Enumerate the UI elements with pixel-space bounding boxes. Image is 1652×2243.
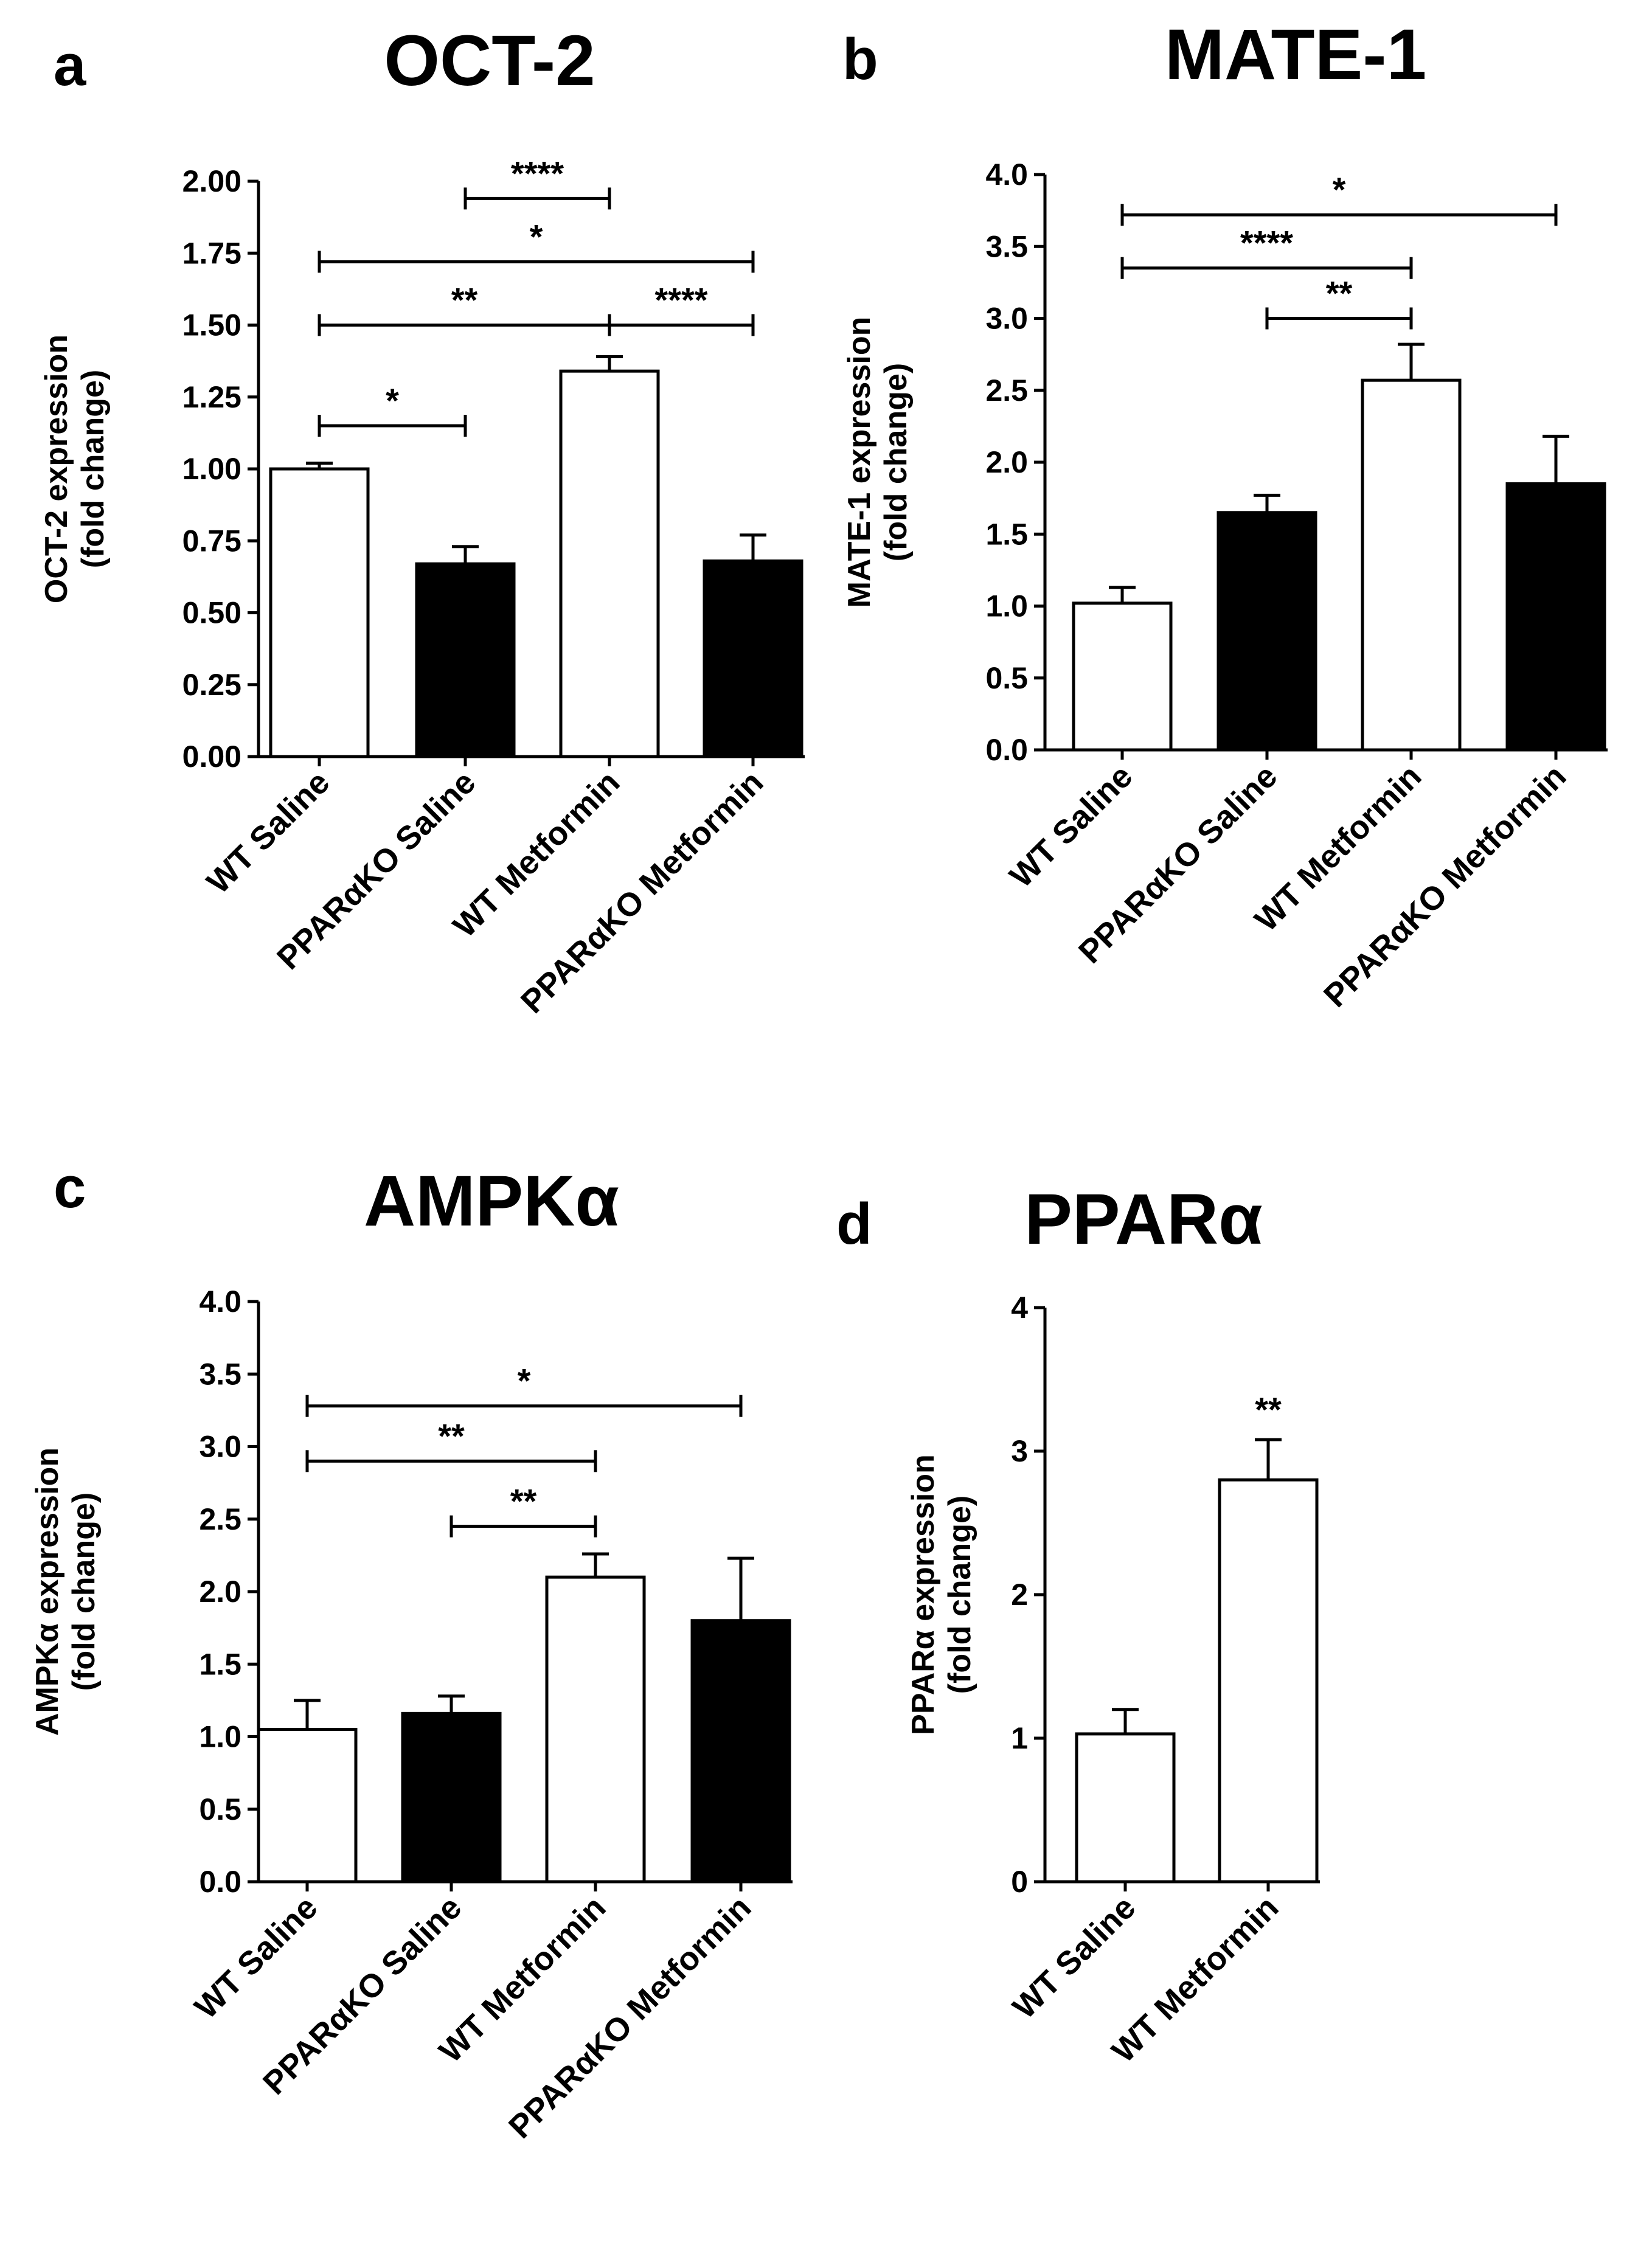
x-tick-label: PPARαKO Metformin bbox=[502, 1889, 758, 2146]
x-tick-label: PPARαKO Metformin bbox=[514, 764, 771, 1021]
y-axis-label-unit: (fold change) bbox=[66, 1492, 102, 1691]
y-axis-label-unit: (fold change) bbox=[942, 1496, 977, 1694]
y-tick-label: 0.5 bbox=[985, 661, 1028, 695]
bar bbox=[703, 559, 803, 758]
bar bbox=[1072, 601, 1173, 752]
bar bbox=[545, 1575, 646, 1884]
y-tick-label: 1.25 bbox=[182, 380, 241, 414]
significance-label: * bbox=[386, 381, 399, 420]
y-tick-label: 1.00 bbox=[182, 452, 241, 486]
y-tick-label: 2.00 bbox=[182, 164, 241, 198]
chart-title: OCT-2 bbox=[384, 21, 595, 101]
bar bbox=[1075, 1732, 1176, 1884]
significance-label: **** bbox=[511, 154, 564, 192]
bar bbox=[559, 369, 660, 758]
y-tick-label: 2.0 bbox=[199, 1575, 241, 1609]
y-axis-label: MATE-1 expression bbox=[842, 317, 877, 608]
bar bbox=[401, 1711, 502, 1884]
y-tick-label: 1 bbox=[1011, 1721, 1028, 1755]
y-tick-label: 0.50 bbox=[182, 596, 241, 630]
bar-significance-label: ** bbox=[1255, 1390, 1282, 1429]
y-tick-label: 0.5 bbox=[199, 1792, 241, 1826]
y-tick-label: 3.5 bbox=[199, 1357, 241, 1391]
chart-title: MATE-1 bbox=[1165, 15, 1426, 95]
bar bbox=[1216, 511, 1317, 752]
y-axis-label-unit: (fold change) bbox=[75, 370, 111, 568]
bar bbox=[690, 1619, 791, 1884]
bar bbox=[1361, 378, 1462, 752]
significance-label: ** bbox=[510, 1482, 537, 1520]
y-axis-label: AMPKα expression bbox=[30, 1447, 65, 1736]
panel-letter: c bbox=[54, 1155, 86, 1220]
panel-letter: b bbox=[842, 27, 878, 92]
x-tick-label: WT Saline bbox=[188, 1889, 325, 2026]
y-axis-label: OCT-2 expression bbox=[39, 335, 74, 603]
significance-label: ** bbox=[438, 1416, 465, 1455]
chart-title: AMPKα bbox=[364, 1161, 619, 1241]
y-tick-label: 3 bbox=[1011, 1434, 1028, 1468]
panel-letter: a bbox=[54, 33, 86, 98]
x-tick-label: WT Saline bbox=[1006, 1889, 1143, 2026]
y-tick-label: 4.0 bbox=[985, 158, 1028, 192]
bar bbox=[257, 1728, 358, 1884]
y-tick-label: 0.75 bbox=[182, 524, 241, 558]
y-axis-label-unit: (fold change) bbox=[878, 363, 914, 561]
y-tick-label: 0.25 bbox=[182, 668, 241, 702]
panel-c: c AMPKα 0.0 0.5 1.0 1.5 2.0 2.5 3.0 3.5 4.0 AMPKα e… bbox=[30, 1155, 793, 2146]
y-tick-label: 2.0 bbox=[985, 445, 1028, 479]
significance-label: ** bbox=[1326, 274, 1353, 313]
significance-label: * bbox=[1333, 170, 1346, 209]
y-tick-label: 0.0 bbox=[985, 733, 1028, 767]
chart-title: PPARα bbox=[1024, 1179, 1263, 1260]
y-tick-label: 4.0 bbox=[199, 1284, 241, 1319]
x-tick-label: WT Saline bbox=[200, 764, 337, 901]
y-tick-label: 1.50 bbox=[182, 308, 241, 342]
significance-label: * bbox=[530, 217, 543, 255]
significance-label: **** bbox=[654, 281, 707, 319]
panel-d: d PPARα 0 1 2 3 4 PPARα expression (fold change)… bbox=[836, 1179, 1320, 2070]
significance-label: ** bbox=[451, 281, 478, 319]
y-tick-label: 0.0 bbox=[199, 1865, 241, 1899]
y-tick-label: 0 bbox=[1011, 1865, 1028, 1899]
x-tick-label: WT Saline bbox=[1003, 758, 1140, 895]
panel-a: a OCT-2 0.00 0.25 0.50 0.75 1.00 1.25 1.50 1.75 2.… bbox=[39, 21, 805, 1021]
significance-label: * bbox=[518, 1362, 531, 1400]
y-tick-label: 2.5 bbox=[199, 1502, 241, 1536]
y-tick-label: 3.0 bbox=[199, 1430, 241, 1464]
y-tick-label: 1.0 bbox=[985, 589, 1028, 623]
y-tick-label: 1.0 bbox=[199, 1720, 241, 1754]
y-tick-label: 2.5 bbox=[985, 373, 1028, 407]
y-tick-label: 1.75 bbox=[182, 236, 241, 270]
y-tick-label: 0.00 bbox=[182, 740, 241, 774]
bar bbox=[1505, 482, 1606, 752]
y-tick-label: 2 bbox=[1011, 1578, 1028, 1612]
bar bbox=[1218, 1478, 1319, 1884]
bar bbox=[415, 562, 516, 758]
y-axis-label: PPARα expression bbox=[906, 1454, 941, 1735]
x-tick-label: PPARαKO Metformin bbox=[1317, 758, 1574, 1014]
y-tick-label: 1.5 bbox=[985, 517, 1028, 551]
y-tick-label: 4 bbox=[1011, 1291, 1028, 1325]
y-tick-label: 3.0 bbox=[985, 302, 1028, 336]
panel-b: b MATE-1 0.0 0.5 1.0 1.5 2.0 2.5 3.0 3.5 4.0 MATE-1… bbox=[842, 15, 1608, 1014]
y-tick-label: 3.5 bbox=[985, 229, 1028, 263]
bar bbox=[269, 467, 370, 758]
significance-label: **** bbox=[1240, 224, 1293, 262]
y-tick-label: 1.5 bbox=[199, 1647, 241, 1681]
panel-letter: d bbox=[836, 1191, 872, 1257]
